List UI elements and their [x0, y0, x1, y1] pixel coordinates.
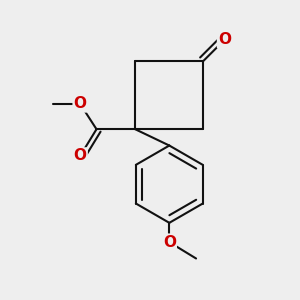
Text: O: O [218, 32, 231, 47]
Text: O: O [163, 235, 176, 250]
Text: O: O [74, 148, 87, 164]
Text: O: O [74, 96, 87, 111]
